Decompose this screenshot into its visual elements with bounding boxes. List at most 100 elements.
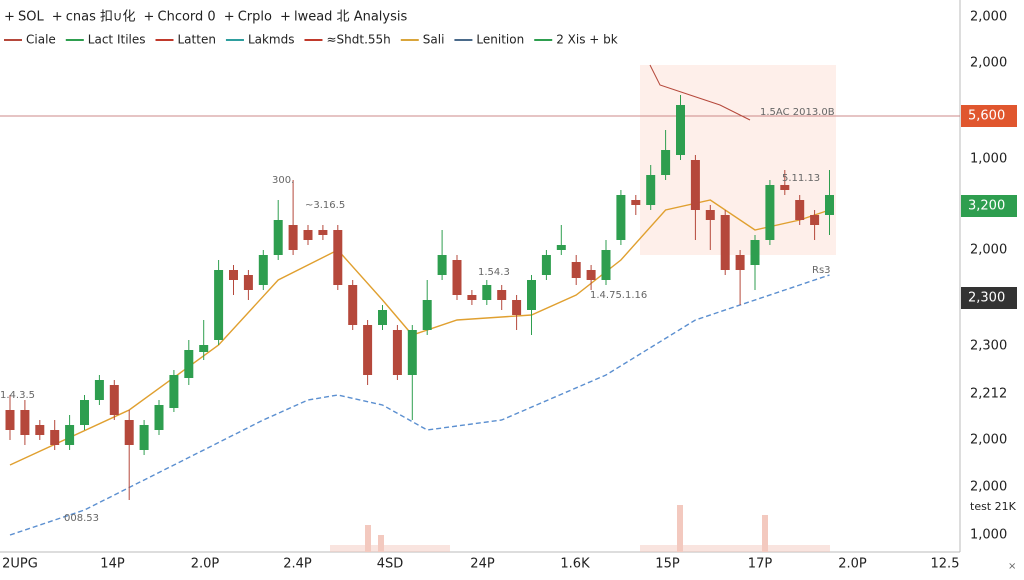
candle-body (318, 230, 328, 235)
candle-body (661, 150, 671, 175)
legend-label: Chcord 0 (158, 10, 216, 25)
candle-body (810, 215, 820, 225)
legend-label: cnas 扣∪化 (66, 10, 136, 25)
candle-body (407, 330, 417, 375)
candle-body (139, 425, 149, 450)
candle-body (437, 255, 447, 275)
price-label: 2,000 (970, 480, 1007, 495)
price-label: 2,000 (970, 10, 1007, 25)
candle-body (35, 425, 45, 435)
moving-average (9, 274, 830, 536)
candle-body (556, 245, 566, 250)
x-label: 2.0P (838, 557, 867, 572)
x-label: 1.6K (560, 557, 590, 572)
trend-line (649, 64, 751, 121)
candle-body (571, 262, 581, 278)
x-label: 24P (470, 557, 495, 572)
annotation: 1.54.3 (478, 267, 510, 278)
candle-body (124, 420, 134, 445)
volume (330, 505, 830, 552)
candle-body (392, 330, 402, 375)
legend-marker: + (52, 10, 63, 25)
candle-body (288, 225, 298, 250)
legend-marker: + (224, 10, 235, 25)
candle-body (348, 285, 358, 325)
price-label: 2,000 (970, 433, 1007, 448)
x-label: 2.4P (283, 557, 312, 572)
legend-label: Crplo (238, 10, 272, 25)
annotation: 1.5AC 2013.0B (760, 107, 835, 118)
candle-body (20, 410, 30, 435)
price-label: 2,300 (970, 339, 1007, 354)
x-label: 15P (655, 557, 680, 572)
price-label: 2,000 (970, 243, 1007, 258)
candle-body (601, 250, 611, 280)
candle-body (94, 380, 104, 400)
candle-body (616, 195, 626, 240)
candle-body (750, 240, 760, 265)
moving-average (9, 199, 830, 466)
candle-body (780, 185, 790, 190)
candle-body (586, 270, 596, 280)
candle-body (452, 260, 462, 295)
legend-marker: + (4, 10, 15, 25)
annotation: 008.53 (64, 513, 99, 524)
candle-body (363, 325, 373, 375)
x-label: 14P (100, 557, 125, 572)
candle-body (512, 300, 522, 315)
highlight-zone (640, 65, 836, 255)
candle-body (646, 175, 656, 205)
price-tag (961, 287, 1017, 309)
price-tag-label: 5,600 (968, 109, 1005, 124)
candle-body (676, 105, 685, 155)
x-label: 4SD (377, 557, 404, 572)
x-label: 12.5 (931, 557, 960, 572)
candle-body (169, 375, 179, 408)
legend-marker: + (280, 10, 291, 25)
annotation: ~3.16.5 (305, 200, 345, 211)
candle-body (109, 385, 119, 415)
candle-body (467, 295, 477, 300)
candle-body (154, 405, 164, 430)
candle-body (795, 200, 805, 220)
candle-body (5, 410, 15, 430)
candle-body (243, 275, 253, 290)
candle-body (690, 160, 700, 210)
legend-label: ≈Shdt.55h (326, 33, 390, 47)
legend-label: Lact Itiles (88, 33, 146, 47)
candle-body (527, 280, 536, 310)
price-label: 2,000 (970, 56, 1007, 71)
legend-label: lwead 北 Analysis (294, 10, 408, 25)
candle-body (65, 425, 75, 445)
candle-body (735, 255, 745, 270)
annotation: 1.4.75.1.16 (590, 290, 647, 301)
price-label: test 21K (970, 500, 1017, 513)
price-tag (961, 195, 1017, 217)
price-tag (961, 105, 1017, 127)
candle-body (229, 270, 238, 280)
candle-body (273, 220, 283, 255)
annotation: 1.4.3.5 (0, 390, 35, 401)
legend-label: Sali (423, 33, 445, 47)
legend-marker: + (144, 10, 155, 25)
legend-label: Lenition (476, 33, 524, 47)
annotation: 300. (272, 175, 294, 186)
candle-body (631, 200, 641, 205)
price-tag-label: 3,200 (968, 199, 1005, 214)
legend-label: 2 Xis + bk (556, 33, 618, 47)
candle-body (705, 210, 715, 220)
candle-body (214, 270, 224, 340)
price-tag-label: 2,300 (968, 291, 1005, 306)
candle-body (199, 345, 209, 352)
candle-body (482, 285, 492, 300)
x-label: 2.0P (191, 557, 220, 572)
legend-label: Latten (178, 33, 216, 47)
price-label: 1,000 (970, 528, 1007, 543)
candle-body (258, 255, 268, 285)
close-button[interactable]: × (1008, 561, 1016, 572)
x-label: 2UPG (2, 557, 38, 572)
candle-body (333, 230, 343, 285)
candle-body (303, 230, 313, 240)
